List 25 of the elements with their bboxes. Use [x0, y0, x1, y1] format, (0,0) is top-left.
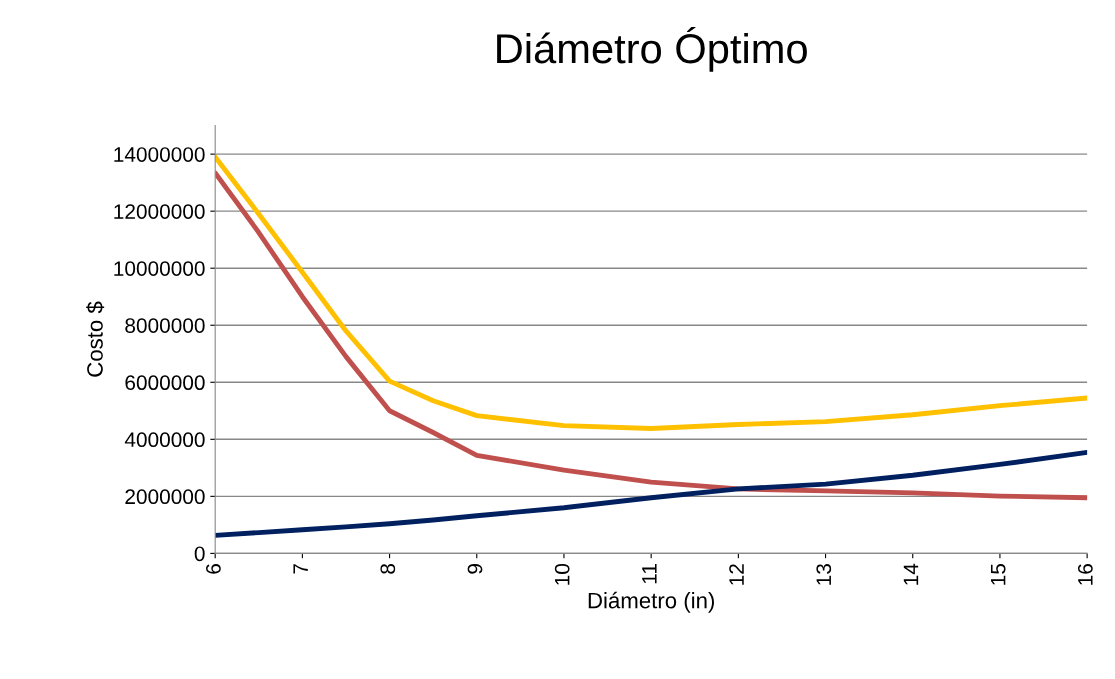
y-tick-label: 2000000: [125, 489, 205, 505]
x-tick-label: 9: [467, 564, 483, 574]
y-tick-label: 14000000: [114, 147, 205, 162]
x-tick-label: 14: [903, 563, 919, 585]
x-tick-label: 8: [380, 564, 396, 574]
y-tick-label: 10000000: [114, 261, 205, 276]
y-tick-label: 4000000: [124, 432, 205, 448]
line-series: [215, 450, 1088, 538]
x-tick-label: 7: [293, 564, 308, 574]
y-tick-label: 12000000: [114, 204, 205, 219]
x-tick-label: 12: [729, 564, 744, 585]
chart-title: Diámetro Óptimo: [497, 26, 807, 72]
y-tick-label: 6000000: [125, 375, 205, 391]
x-tick-label: 11: [642, 564, 657, 584]
x-tick-label: 15: [990, 563, 1006, 585]
y-axis-title: Costo $: [86, 301, 105, 377]
x-axis-title: Diámetro (in): [588, 591, 714, 613]
x-tick-label: 6: [206, 564, 221, 574]
y-tick-label: 8000000: [125, 318, 205, 333]
line-series: [215, 154, 1088, 431]
x-tick-label: 13: [816, 564, 832, 585]
y-tick-label: 0: [194, 546, 205, 562]
x-tick-label: 16: [1077, 564, 1093, 585]
line-series: [215, 170, 1088, 501]
x-tick-label: 10: [554, 563, 570, 585]
